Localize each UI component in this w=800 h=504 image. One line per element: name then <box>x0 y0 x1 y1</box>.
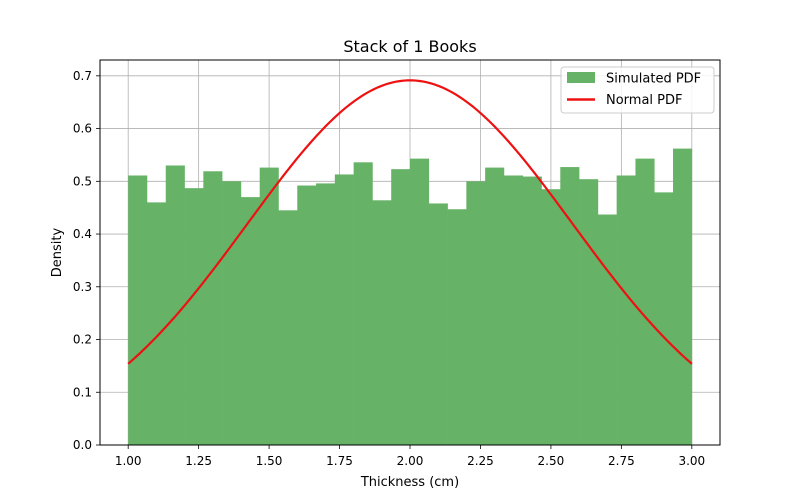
y-tick-label: 0.6 <box>73 122 92 136</box>
histogram-bars <box>128 148 693 446</box>
histogram-bar <box>466 181 486 445</box>
histogram-bar <box>635 158 655 445</box>
x-tick-label: 2.50 <box>538 454 565 468</box>
normal-pdf-line <box>127 79 693 365</box>
histogram-bar <box>391 169 411 445</box>
histogram-bar <box>240 197 261 445</box>
histogram-bar <box>259 167 279 445</box>
x-tick-label: 1.50 <box>256 454 283 468</box>
x-tick-label: 2.00 <box>397 454 424 468</box>
x-axis-label: Thickness (cm) <box>360 475 459 490</box>
y-axis-ticks: 0.0 0.1 0.2 0.3 0.4 0.5 0.6 0.7 <box>73 69 100 452</box>
x-tick-label: 3.00 <box>678 454 705 468</box>
histogram-bar <box>616 175 636 445</box>
y-tick-label: 0.5 <box>73 174 92 188</box>
x-axis-ticks: 1.00 1.25 1.50 1.75 2.00 2.25 2.50 2.75 3.00 <box>115 445 705 468</box>
x-tick-label: 1.00 <box>115 454 142 468</box>
histogram-bar <box>353 162 373 445</box>
histogram-bar <box>278 210 298 445</box>
histogram-bar <box>428 203 448 445</box>
y-tick-label: 0.0 <box>73 438 92 452</box>
histogram-bar <box>503 175 524 445</box>
histogram-bar <box>222 181 242 445</box>
legend-swatch-simulated-pdf <box>567 72 595 83</box>
histogram-bar <box>654 192 674 445</box>
x-tick-label: 1.75 <box>326 454 353 468</box>
histogram-bar <box>560 167 580 445</box>
histogram-bar <box>485 167 505 445</box>
histogram-bar <box>334 174 354 446</box>
x-tick-label: 2.75 <box>608 454 635 468</box>
histogram-bar <box>297 185 317 445</box>
histogram-bar <box>128 175 148 445</box>
legend: Simulated PDF Normal PDF <box>560 66 715 114</box>
histogram-bar <box>372 200 392 445</box>
histogram-bar <box>597 214 617 445</box>
histogram-bar <box>184 188 204 445</box>
histogram-bar <box>447 209 467 445</box>
y-tick-label: 0.7 <box>73 69 92 83</box>
y-tick-label: 0.1 <box>73 385 92 399</box>
histogram-bar <box>146 202 167 445</box>
histogram-bar <box>579 179 599 446</box>
chart-title: Stack of 1 Books <box>343 37 476 56</box>
x-tick-label: 1.25 <box>185 454 212 468</box>
y-tick-label: 0.3 <box>73 280 92 294</box>
histogram-bar <box>203 171 223 445</box>
histogram-bar <box>541 189 561 445</box>
legend-box <box>560 66 715 114</box>
x-tick-label: 2.25 <box>467 454 494 468</box>
histogram-bar <box>165 165 185 446</box>
y-axis-label: Density <box>50 227 65 277</box>
y-tick-label: 0.2 <box>73 333 92 347</box>
histogram-bar <box>522 176 542 445</box>
histogram-bar <box>673 148 693 446</box>
legend-label-simulated-pdf: Simulated PDF <box>606 72 701 87</box>
normal-pdf-curve <box>127 79 693 365</box>
legend-label-normal-pdf: Normal PDF <box>606 93 683 108</box>
histogram-bar <box>410 158 430 445</box>
y-tick-label: 0.4 <box>73 227 92 241</box>
histogram-bar <box>316 183 336 446</box>
